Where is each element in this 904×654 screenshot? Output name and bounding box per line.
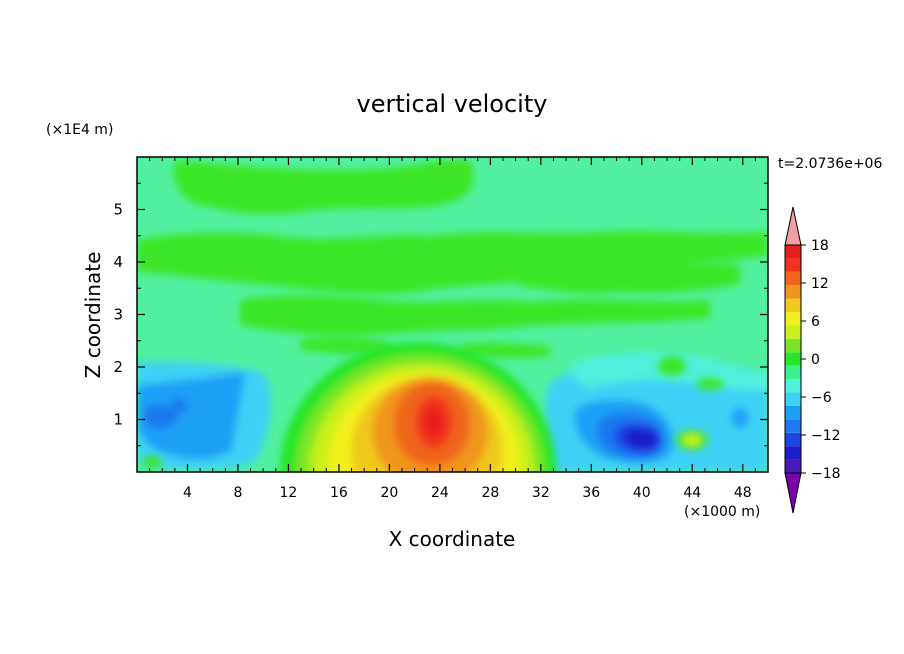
colorbar-bin [785,245,801,259]
colorbar-bin [785,392,801,406]
y-axis: 1 2 3 4 5 [113,182,768,447]
colorbar-bin [785,352,801,366]
y-unit-label: (×1E4 m) [46,122,113,138]
colorbar-bin [785,419,801,433]
colorbar-bin [785,405,801,420]
x-tick-label: 16 [330,485,348,501]
x-tick-label: 32 [532,485,550,501]
left-downdraft [137,361,271,470]
y-axis-label: Z coordinate [81,252,105,379]
x-tick-label: 12 [280,485,298,501]
y-tick-label: 5 [113,201,123,219]
x-tick-label: 48 [734,485,752,501]
colorbar-bin [785,298,801,313]
colorbar-bin-low [784,472,802,514]
colorbar-bin [785,379,801,393]
x-axis-label: X coordinate [389,527,516,551]
colorbar-tick-label: 6 [811,314,820,330]
x-tick-label: 24 [431,485,449,501]
upper-green-region [137,160,768,359]
colorbar-bin [785,338,801,353]
chart-title: vertical velocity [357,90,548,118]
colorbar-bin [785,285,801,299]
x-tick-label: 4 [183,485,192,501]
central-updraft [280,342,556,472]
colorbar-bin [785,432,801,447]
y-tick-label: 1 [113,411,123,429]
colorbar-bin [785,312,801,326]
x-tick-label: 8 [233,485,242,501]
x-axis: 4 8 12 16 20 24 28 32 36 40 44 48 [149,157,756,501]
colorbar-bin [785,365,801,380]
y-tick-label: 4 [113,253,123,271]
y-tick-label: 3 [113,306,123,324]
colorbar-bin [785,258,801,272]
x-tick-label: 36 [582,485,600,501]
y-tick-label: 2 [113,358,123,376]
colorbar-tick-label: 18 [811,238,829,254]
colorbar-bin-high [784,206,802,246]
colorbar-tick-label: 12 [811,276,829,292]
time-label: t=2.0736e+06 [778,156,882,172]
x-tick-label: 28 [481,485,499,501]
colorbar-bin [785,325,801,339]
colorbar-tick-label: 0 [811,352,820,368]
x-tick-label: 44 [683,485,701,501]
x-tick-label: 20 [380,485,398,501]
x-tick-label: 40 [633,485,651,501]
x-unit-label: (×1000 m) [684,504,760,520]
secondary-updrafts [142,356,748,468]
plot-area [137,157,768,472]
colorbar-tick-label: −12 [811,428,841,444]
colorbar-tick-label: −6 [811,390,832,406]
colorbar-bin [785,271,801,286]
colorbar: 18 12 6 0 −6 −12 −18 [784,206,841,514]
colorbar-bin [785,459,801,473]
colorbar-tick-label: −18 [811,466,841,482]
colorbar-bin [785,446,801,460]
